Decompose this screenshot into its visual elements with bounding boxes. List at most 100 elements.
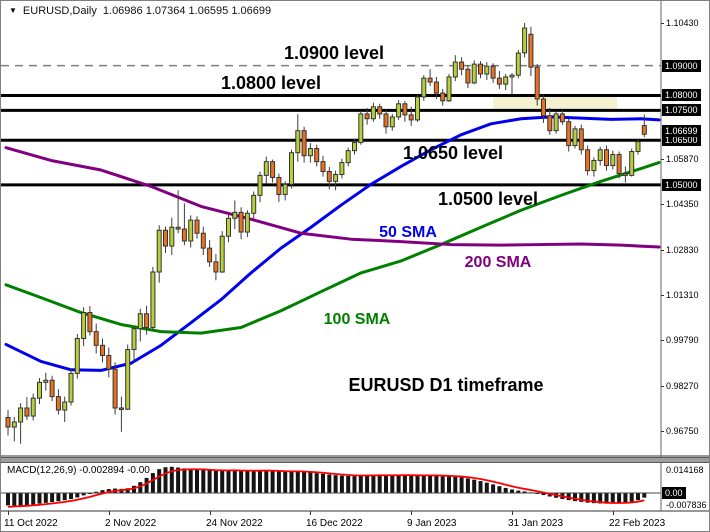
macd-histogram-bar [591,493,596,504]
annotation-label: 1.0650 level [402,143,504,163]
macd-histogram-bar [182,468,187,493]
date-axis-label: 24 Nov 2022 [206,518,263,529]
macd-histogram-bar [62,493,67,501]
macd-histogram-bar [415,475,420,493]
macd-histogram-bar [339,475,344,493]
macd-histogram-bar [377,475,382,493]
symbol-dropdown-icon[interactable]: ▼ [9,6,17,15]
candle-body [522,27,528,54]
annotation-label: 50 SMA [379,224,437,241]
macd-axis-label: 0.014168 [666,465,704,476]
candle-body [5,417,11,428]
macd-histogram-bar [270,470,275,493]
chart-symbol-title[interactable]: ▼ EURUSD,Daily 1.06986 1.07364 1.06595 1… [9,5,271,17]
macd-histogram-bar [245,471,250,493]
macd-histogram-bar [333,475,338,493]
candle-body [402,103,408,116]
ohlc-quote-line: 1.06986 1.07364 1.06595 1.06699 [102,5,272,17]
macd-histogram-bar [289,471,294,493]
candle-body [314,148,320,163]
macd-histogram-bar [636,493,640,501]
price-axis-label: 0.99790 [666,335,699,346]
candle-body [251,194,257,214]
candle-body [597,149,603,161]
macd-histogram-bar [100,490,105,493]
macd-histogram-bar [547,493,552,497]
price-level-badge: 1.08000 [662,89,701,102]
candle-body [43,379,49,383]
candle-body [478,63,483,75]
date-axis-label: 31 Jan 2023 [508,518,564,529]
macd-histogram-bar [94,491,99,493]
candle-body [137,313,143,330]
macd-indicator-label: MACD(12,26,9) -0.002894 -0.00 [7,465,150,476]
candle-body [131,328,137,351]
macd-histogram-bar [623,493,628,503]
candle-body [282,183,288,195]
candle-body [528,33,534,68]
macd-histogram-bar [453,476,458,493]
candle-body [610,154,616,167]
candle-body [616,154,622,175]
candle-body [408,114,414,121]
macd-histogram-bar [157,469,162,493]
sma100-line [4,161,661,335]
candle-body [383,113,389,128]
macd-histogram-bar [37,493,42,504]
macd-histogram-bar [69,493,73,500]
candle-body [49,379,55,398]
sma200-line [4,146,661,249]
candle-body [465,68,471,84]
macd-histogram-bar [264,470,269,493]
candle-body [333,173,339,182]
candle-body [370,106,376,120]
macd-histogram-bar [24,493,29,506]
candle-body [200,232,206,249]
pane-separator[interactable] [1,457,709,463]
macd-histogram-bar [314,473,319,493]
candle-body [452,61,458,78]
candle-body [629,151,635,176]
annotation-label: EURUSD D1 timeframe [348,375,544,395]
macd-histogram-bar [617,493,622,504]
macd-histogram-bar [365,475,370,493]
macd-histogram-bar [56,493,61,502]
price-axis-tick [661,23,664,24]
macd-histogram-bar [409,475,414,493]
candle-body [169,226,175,247]
candle-body [534,66,540,100]
candle-body [188,219,194,242]
candle-body [484,65,490,75]
candle-body [62,401,68,411]
candle-body [541,98,546,117]
annotation-label: 100 SMA [323,311,391,328]
candle-body [232,211,238,219]
macd-histogram-bar [465,478,470,493]
candle-body [496,77,502,85]
price-axis-tick [661,385,664,387]
macd-axis-label: -0.007836 [666,500,707,511]
candle-body [295,130,301,154]
macd-histogram-bar [459,477,464,493]
macd-histogram-bar [176,467,181,493]
candle-body [244,212,250,233]
candle-body [503,76,509,85]
macd-histogram-bar [195,469,199,493]
price-axis-label: 1.02830 [666,244,699,255]
macd-histogram-bar [598,493,603,504]
candle-body [396,103,402,118]
candle-body [112,368,118,409]
candle-body [301,130,307,157]
candle-body [150,271,156,328]
macd-histogram-bar [258,470,262,493]
candle-body [93,331,99,346]
candle-body [389,116,395,128]
macd-histogram-bar [327,474,332,493]
macd-histogram-bar [384,475,388,493]
candle-body [207,247,213,263]
candle-body [471,63,477,84]
candle-body [37,381,42,399]
candle-body [559,113,565,123]
candle-body [421,77,427,98]
